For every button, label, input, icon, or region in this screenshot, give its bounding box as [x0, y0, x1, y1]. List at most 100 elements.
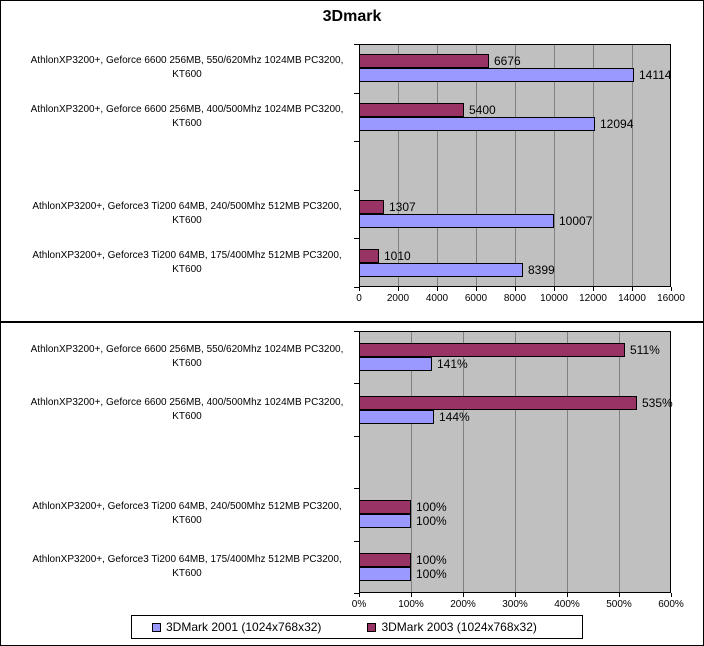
- bar-3dmark-2001: [359, 410, 434, 424]
- data-label: 100%: [416, 567, 447, 581]
- axis-tick: [619, 593, 620, 597]
- x-axis-label: 4000: [425, 293, 449, 304]
- x-axis-label: 300%: [502, 599, 528, 610]
- data-label: 6676: [494, 54, 521, 68]
- gridline: [411, 332, 412, 592]
- gridline: [398, 45, 399, 286]
- bar-3dmark-2001: [359, 567, 411, 581]
- plot-area: [359, 331, 671, 593]
- axis-tick: [554, 287, 555, 291]
- bar-3dmark-2001: [359, 263, 523, 277]
- x-axis-label: 600%: [658, 599, 684, 610]
- category-label: AthlonXP3200+, Geforce3 Ti200 64MB, 240/…: [32, 201, 342, 227]
- axis-tick: [476, 287, 477, 291]
- bar-3dmark-2003: [359, 200, 384, 214]
- gridline: [619, 332, 620, 592]
- legend-item: 3DMark 2003 (1024x768x32): [367, 620, 537, 634]
- axis-tick: [354, 44, 359, 45]
- bar-3dmark-2003: [359, 553, 411, 567]
- axis-tick: [359, 593, 360, 597]
- data-label: 1010: [384, 249, 411, 263]
- x-axis-label: 10000: [540, 293, 568, 304]
- legend: 3DMark 2001 (1024x768x32) 3DMark 2003 (10…: [131, 615, 583, 639]
- data-label: 141%: [437, 357, 468, 371]
- bar-3dmark-2003: [359, 500, 411, 514]
- axis-tick: [359, 287, 360, 291]
- chart-title: 3Dmark: [322, 8, 382, 25]
- x-axis-label: 6000: [464, 293, 488, 304]
- axis-tick: [515, 593, 516, 597]
- gridline: [476, 45, 477, 286]
- bar-3dmark-2003: [359, 249, 379, 263]
- data-label: 14114: [639, 68, 672, 82]
- axis-tick: [411, 593, 412, 597]
- bar-3dmark-2001: [359, 357, 432, 371]
- axis-tick: [593, 287, 594, 291]
- data-label: 8399: [528, 263, 555, 277]
- data-label: 10007: [559, 214, 593, 228]
- category-label: AthlonXP3200+, Geforce 6600 256MB, 550/6…: [30, 55, 344, 81]
- bar-3dmark-2001: [359, 514, 411, 528]
- axis-tick: [354, 93, 359, 94]
- gridline: [463, 332, 464, 592]
- axis-tick: [437, 287, 438, 291]
- axis-tick: [463, 593, 464, 597]
- category-label: AthlonXP3200+, Geforce3 Ti200 64MB, 240/…: [32, 501, 342, 527]
- x-axis-label: 0%: [351, 599, 367, 610]
- axis-tick: [671, 593, 672, 597]
- legend-item: 3DMark 2001 (1024x768x32): [152, 620, 321, 634]
- x-axis-label: 100%: [398, 599, 424, 610]
- data-label: 144%: [439, 410, 470, 424]
- legend-label: 3DMark 2003 (1024x768x32): [381, 620, 537, 634]
- axis-tick: [354, 287, 359, 288]
- axis-tick: [354, 436, 359, 437]
- x-axis-label: 14000: [618, 293, 646, 304]
- axis-tick: [567, 593, 568, 597]
- axis-tick: [354, 331, 359, 332]
- 3dmark-percent-chart: 3DMark 2001 (1024x768x32) 3DMark 2003 (10…: [0, 322, 704, 646]
- x-axis-label: 8000: [503, 293, 527, 304]
- axis-tick: [398, 287, 399, 291]
- x-axis-label: 0: [356, 293, 362, 304]
- category-label: AthlonXP3200+, Geforce 6600 256MB, 550/6…: [30, 344, 344, 370]
- axis-tick: [354, 383, 359, 384]
- gridline: [554, 45, 555, 286]
- axis-tick: [354, 541, 359, 542]
- bar-3dmark-2001: [359, 117, 595, 131]
- legend-label: 3DMark 2001 (1024x768x32): [166, 620, 322, 634]
- bar-3dmark-2003: [359, 396, 637, 410]
- data-label: 535%: [642, 396, 673, 410]
- category-label: AthlonXP3200+, Geforce 6600 256MB, 400/5…: [30, 103, 344, 129]
- axis-tick: [354, 141, 359, 142]
- gridline: [593, 45, 594, 286]
- bar-3dmark-2003: [359, 343, 625, 357]
- gridline: [632, 45, 633, 286]
- gridline: [515, 332, 516, 592]
- bar-3dmark-2001: [359, 214, 554, 228]
- gridline: [437, 45, 438, 286]
- data-label: 100%: [416, 514, 447, 528]
- x-axis-label: 500%: [606, 599, 632, 610]
- axis-tick: [354, 488, 359, 489]
- category-label: AthlonXP3200+, Geforce3 Ti200 64MB, 175/…: [32, 249, 342, 275]
- data-label: 100%: [416, 500, 447, 514]
- bar-3dmark-2003: [359, 54, 489, 68]
- data-label: 5400: [469, 103, 496, 117]
- bar-3dmark-2003: [359, 103, 464, 117]
- axis-tick: [632, 287, 633, 291]
- gridline: [567, 332, 568, 592]
- data-label: 100%: [416, 553, 447, 567]
- plot-area: [359, 44, 671, 287]
- data-label: 12094: [600, 117, 634, 131]
- axis-tick: [354, 593, 359, 594]
- x-axis-label: 2000: [386, 293, 410, 304]
- data-label: 511%: [630, 343, 660, 357]
- bar-3dmark-2001: [359, 68, 634, 82]
- x-axis-label: 16000: [657, 293, 685, 304]
- x-axis-label: 200%: [450, 599, 476, 610]
- axis-tick: [515, 287, 516, 291]
- x-axis-label: 400%: [554, 599, 580, 610]
- legend-swatch: [152, 622, 161, 632]
- category-label: AthlonXP3200+, Geforce3 Ti200 64MB, 175/…: [32, 553, 342, 579]
